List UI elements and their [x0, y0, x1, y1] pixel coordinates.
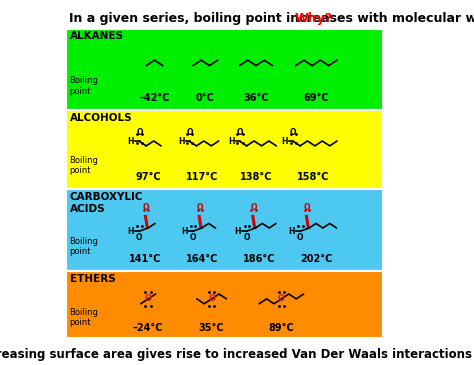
Text: O: O	[186, 128, 193, 137]
Text: O: O	[136, 233, 142, 242]
Text: Boiling
point: Boiling point	[70, 76, 99, 96]
Text: H: H	[181, 227, 187, 236]
Text: O: O	[197, 203, 203, 212]
Text: 186°C: 186°C	[243, 254, 275, 264]
Text: H: H	[228, 137, 235, 146]
Text: O: O	[278, 295, 285, 303]
Text: Why?: Why?	[295, 12, 333, 24]
Text: O: O	[237, 128, 243, 137]
Text: Boiling
point: Boiling point	[70, 237, 99, 256]
FancyBboxPatch shape	[66, 271, 383, 338]
Text: Boiling
point: Boiling point	[70, 308, 99, 327]
Text: O: O	[297, 233, 303, 242]
Text: ETHERS: ETHERS	[70, 274, 115, 284]
Text: H: H	[127, 227, 134, 236]
Text: 97°C: 97°C	[136, 172, 161, 182]
Text: H: H	[128, 137, 134, 146]
Text: 117°C: 117°C	[186, 172, 219, 182]
Text: O: O	[145, 295, 152, 303]
FancyBboxPatch shape	[66, 110, 383, 189]
Text: O: O	[137, 128, 143, 137]
Text: O: O	[143, 203, 149, 212]
Text: ALCOHOLS: ALCOHOLS	[70, 113, 132, 123]
Text: CARBOXYLIC
ACIDS: CARBOXYLIC ACIDS	[70, 192, 143, 214]
Text: O: O	[290, 128, 297, 137]
Text: O: O	[208, 295, 215, 303]
Text: 69°C: 69°C	[303, 93, 329, 103]
Text: ALKANES: ALKANES	[70, 31, 124, 42]
Text: O: O	[250, 203, 257, 212]
FancyBboxPatch shape	[66, 189, 383, 271]
Text: 89°C: 89°C	[269, 323, 294, 333]
Text: 138°C: 138°C	[240, 172, 272, 182]
Text: 164°C: 164°C	[186, 254, 219, 264]
Text: H: H	[288, 227, 295, 236]
Text: 36°C: 36°C	[243, 93, 269, 103]
Text: 158°C: 158°C	[297, 172, 329, 182]
Text: 0°C: 0°C	[196, 93, 215, 103]
Text: H: H	[178, 137, 184, 146]
Text: 35°C: 35°C	[199, 323, 224, 333]
Text: O: O	[304, 203, 310, 212]
Text: 141°C: 141°C	[129, 254, 161, 264]
Text: –42°C: –42°C	[139, 93, 170, 103]
Text: 202°C: 202°C	[300, 254, 332, 264]
Text: In a given series, boiling point increases with molecular weight.: In a given series, boiling point increas…	[69, 12, 474, 24]
Text: H: H	[235, 227, 241, 236]
Text: O: O	[190, 233, 196, 242]
Text: O: O	[243, 233, 250, 242]
FancyBboxPatch shape	[66, 28, 383, 110]
Text: Boiling
point: Boiling point	[70, 156, 99, 175]
Text: –24°C: –24°C	[133, 323, 164, 333]
Text: Increasing surface area gives rise to increased Van Der Waals interactions: Increasing surface area gives rise to in…	[0, 348, 472, 361]
Text: H: H	[282, 137, 288, 146]
